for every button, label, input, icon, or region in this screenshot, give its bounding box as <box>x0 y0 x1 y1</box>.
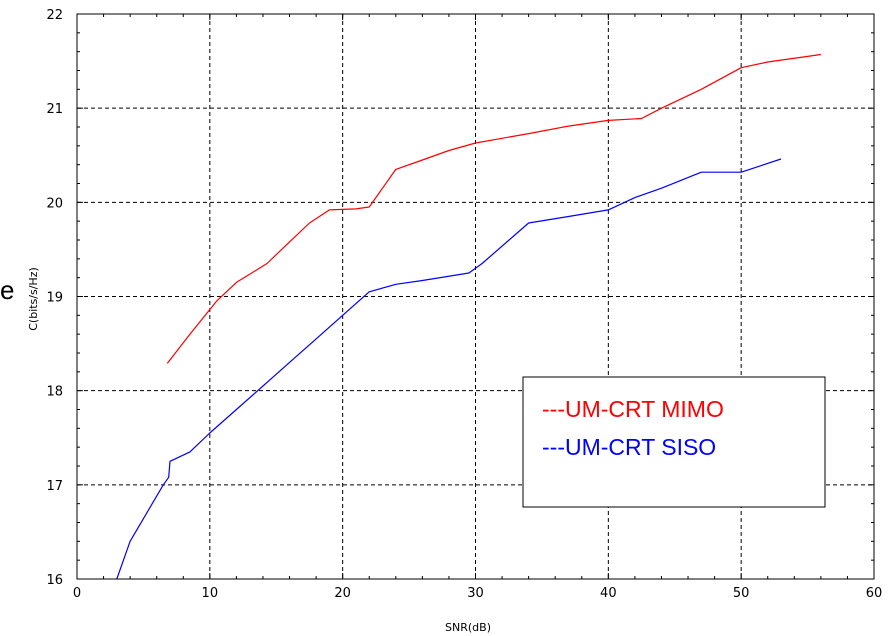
x-tick-label: 50 <box>733 586 750 601</box>
x-tick-labels: 0 10 20 30 40 50 60 <box>73 586 882 601</box>
x-tick-label: 40 <box>600 586 617 601</box>
y-axis-title: C(bits/s/Hz) <box>27 267 40 331</box>
legend-box <box>522 376 826 508</box>
y-tick-label: 20 <box>46 196 63 211</box>
y-tick-label: 19 <box>46 291 63 306</box>
x-tick-label: 60 <box>866 586 883 601</box>
y-tick-labels: 16 17 18 19 20 21 22 <box>46 8 63 588</box>
y-tick-label: 21 <box>46 102 63 117</box>
y-tick-label: 16 <box>46 573 63 588</box>
legend: ---UM-CRT MIMO ---UM-CRT SISO <box>522 376 826 508</box>
legend-entry-mimo: ---UM-CRT MIMO <box>542 396 724 422</box>
x-tick-label: 0 <box>73 586 81 601</box>
x-tick-label: 30 <box>467 586 484 601</box>
x-axis-title: SNR(dB) <box>445 621 491 634</box>
plot-frame <box>76 13 875 580</box>
grid-lines <box>77 14 874 579</box>
x-tick-label: 20 <box>334 586 351 601</box>
legend-entry-siso: ---UM-CRT SISO <box>542 434 716 460</box>
y-tick-label: 17 <box>46 479 63 494</box>
stray-glyph: e <box>0 275 14 305</box>
y-tick-label: 18 <box>46 385 63 400</box>
x-tick-label: 10 <box>202 586 219 601</box>
series-lines <box>116 53 821 580</box>
y-tick-label: 22 <box>46 8 63 23</box>
series-line-mimo <box>166 53 821 364</box>
series-line-siso <box>116 158 782 580</box>
